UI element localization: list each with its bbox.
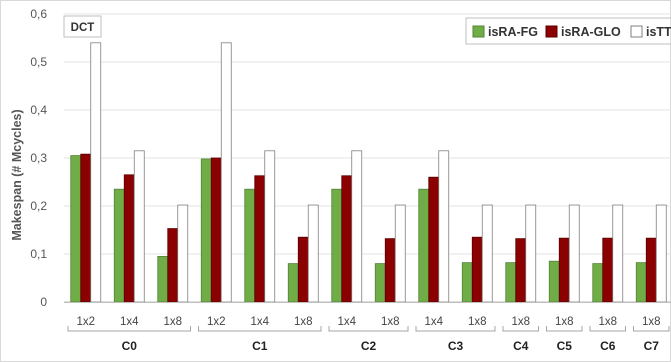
group-bracket bbox=[198, 326, 322, 332]
config-label: 1x4 bbox=[250, 316, 269, 328]
y-tick-label: 0,2 bbox=[30, 199, 47, 213]
bar-isra-fg bbox=[200, 158, 212, 303]
bar-istt bbox=[133, 150, 145, 303]
bar-isra-fg bbox=[374, 263, 386, 303]
bar-istt bbox=[307, 204, 319, 303]
chart-tag: DCT bbox=[63, 15, 102, 38]
bar-istt bbox=[481, 204, 493, 303]
bar-isra-fg bbox=[331, 188, 343, 303]
config-label: 1x8 bbox=[163, 316, 182, 328]
bar-isra-fg bbox=[418, 188, 430, 303]
bar-isra-fg bbox=[157, 255, 169, 303]
bar-istt bbox=[655, 204, 667, 303]
y-tick-labels: 0 0,1 0,2 0,3 0,4 0,5 0,6 bbox=[30, 7, 47, 309]
config-label: 1x2 bbox=[76, 316, 95, 328]
bar-istt bbox=[351, 150, 363, 303]
y-tick-label: 0,4 bbox=[30, 103, 47, 117]
chart-tag-label: DCT bbox=[71, 22, 95, 34]
group-label: C3 bbox=[448, 339, 464, 353]
bar-istt bbox=[394, 204, 406, 303]
bar-isra-glo bbox=[210, 157, 222, 303]
group-bracket bbox=[633, 326, 670, 332]
config-label: 1x8 bbox=[468, 316, 487, 328]
bar-isra-glo bbox=[384, 238, 396, 303]
bar-isra-glo bbox=[558, 237, 570, 303]
legend-label-isra-glo: isRA-GLO bbox=[561, 25, 621, 39]
config-label: 1x8 bbox=[642, 316, 661, 328]
legend-box bbox=[465, 17, 671, 45]
group-bracket bbox=[415, 326, 496, 332]
bar-isra-glo bbox=[297, 236, 309, 303]
bar-isra-glo bbox=[254, 175, 266, 303]
bar-isra-fg bbox=[548, 260, 560, 303]
bar-isra-glo bbox=[80, 153, 92, 303]
bar-isra-glo bbox=[515, 238, 527, 303]
bar-istt bbox=[568, 204, 580, 303]
config-label: 1x8 bbox=[381, 316, 400, 328]
config-label: 1x8 bbox=[555, 316, 574, 328]
group-bracket bbox=[502, 326, 539, 332]
config-label: 1x8 bbox=[294, 316, 313, 328]
bar-isra-fg bbox=[70, 155, 82, 303]
legend-label-istt: isTT bbox=[646, 25, 671, 39]
bar-isra-glo bbox=[645, 237, 657, 303]
chart-tag-box bbox=[63, 15, 102, 38]
group-label: C4 bbox=[513, 339, 529, 353]
y-tick-label: 0 bbox=[40, 295, 47, 309]
bar-istt bbox=[438, 150, 450, 303]
group-label: C6 bbox=[600, 339, 616, 353]
y-axis-title: Makespan (# Mcycles) bbox=[10, 109, 24, 240]
bar-isra-glo bbox=[167, 228, 179, 303]
bar-isra-glo bbox=[471, 236, 483, 303]
config-label: 1x4 bbox=[337, 316, 356, 328]
bar-istt bbox=[177, 204, 189, 303]
bar-isra-glo bbox=[602, 237, 614, 303]
config-label: 1x8 bbox=[511, 316, 530, 328]
legend-swatch-isra-glo bbox=[545, 25, 558, 38]
y-tick-label: 0,5 bbox=[30, 55, 47, 69]
group-label: C1 bbox=[252, 339, 268, 353]
bar-isra-fg bbox=[635, 262, 647, 303]
legend: isRA-FG isRA-GLO isTT bbox=[465, 17, 671, 45]
config-label: 1x8 bbox=[598, 316, 617, 328]
x-axis: 1x2 1x4 1x8 C0 1x2 1x4 1x8 C1 1x4 1x8 C2 1x4 1x8 C3 1x… bbox=[64, 302, 671, 353]
bar-isra-fg bbox=[592, 263, 604, 303]
bar-istt bbox=[612, 204, 624, 303]
legend-swatch-isra-fg bbox=[472, 25, 485, 38]
bar-isra-glo bbox=[123, 174, 135, 303]
bar-isra-glo bbox=[341, 175, 353, 303]
group-bracket bbox=[589, 326, 626, 332]
bar-isra-fg bbox=[113, 188, 125, 303]
group-label: C7 bbox=[644, 339, 660, 353]
y-tick-label: 0,1 bbox=[30, 247, 47, 261]
config-label: 1x4 bbox=[120, 316, 139, 328]
bar-istt bbox=[525, 204, 537, 303]
legend-label-isra-fg: isRA-FG bbox=[488, 25, 538, 39]
group-label: C0 bbox=[122, 339, 138, 353]
group-label: C2 bbox=[361, 339, 377, 353]
y-tick-label: 0,3 bbox=[30, 151, 47, 165]
group-bracket bbox=[328, 326, 409, 332]
group-label: C5 bbox=[557, 339, 573, 353]
bar-isra-fg bbox=[505, 262, 517, 303]
config-label: 1x2 bbox=[207, 316, 226, 328]
bar-istt bbox=[264, 150, 276, 303]
bar-isra-fg bbox=[461, 262, 473, 303]
legend-swatch-istt bbox=[630, 25, 643, 38]
group-bracket bbox=[67, 326, 191, 332]
bar-istt bbox=[90, 42, 102, 303]
bar-isra-fg bbox=[244, 188, 256, 303]
bar-istt bbox=[220, 42, 232, 303]
y-tick-label: 0,6 bbox=[30, 7, 47, 21]
group-bracket bbox=[546, 326, 583, 332]
bar-isra-glo bbox=[428, 176, 440, 303]
bar-isra-fg bbox=[287, 263, 299, 303]
config-label: 1x4 bbox=[424, 316, 443, 328]
